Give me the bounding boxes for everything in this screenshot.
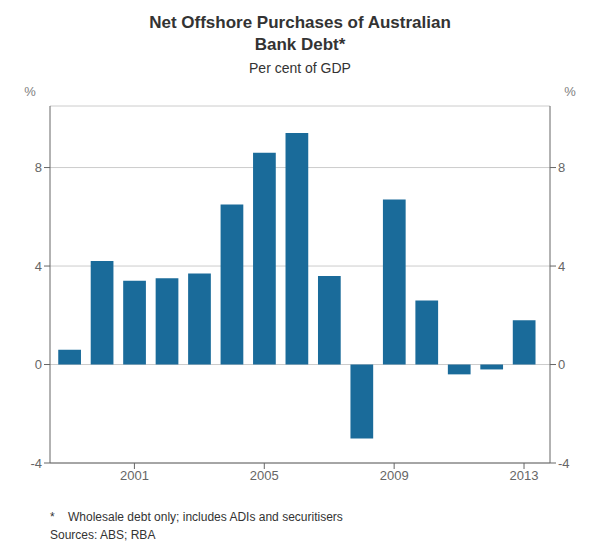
html-text:Per cent of GDP: Per cent of GDP <box>249 60 351 76</box>
svg-text:2009: 2009 <box>380 468 409 483</box>
html-text:Net Offshore Purchases of Aust: Net Offshore Purchases of Australian <box>149 13 451 32</box>
svg-text:4: 4 <box>558 259 565 274</box>
svg-text:0: 0 <box>558 357 565 372</box>
svg-text:%: % <box>564 84 576 99</box>
svg-text:0: 0 <box>35 357 42 372</box>
html-text:Bank Debt*: Bank Debt* <box>254 35 346 54</box>
html-text:* Wholesale debt only; include: * Wholesale debt only; includes ADIs and… <box>50 510 343 524</box>
html-text:Sources: ABS; RBA: Sources: ABS; RBA <box>50 528 156 542</box>
svg-text:-4: -4 <box>30 456 42 471</box>
svg-text:8: 8 <box>558 160 565 175</box>
svg-text:4: 4 <box>35 259 42 274</box>
svg-text:2005: 2005 <box>250 468 279 483</box>
svg-text:2001: 2001 <box>120 468 149 483</box>
svg-text:2013: 2013 <box>510 468 539 483</box>
svg-text:-4: -4 <box>558 456 570 471</box>
svg-text:8: 8 <box>35 160 42 175</box>
svg-text:%: % <box>24 84 36 99</box>
